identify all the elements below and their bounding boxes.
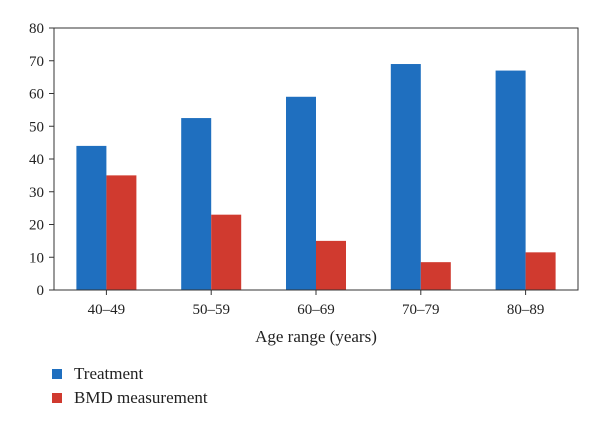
legend: Treatment BMD measurement [52,362,208,410]
x-tick-label: 40–49 [88,302,126,318]
y-tick-label: 40 [29,152,44,168]
legend-label-bmd-measurement: BMD measurement [74,388,208,407]
y-tick-label: 10 [29,250,44,266]
legend-label-treatment: Treatment [74,364,144,383]
plot-frame [53,27,579,291]
legend-swatch-bmd-measurement [52,393,62,403]
legend-swatch-treatment [52,369,62,379]
x-tick-label: 60–69 [297,302,335,318]
x-axis-ticks: 40–49 50–59 60–69 70–79 80–89 [88,290,545,318]
bar-bmd-measurement-1 [211,214,242,290]
bar-treatment-2 [286,96,316,291]
y-tick-label: 60 [29,87,44,103]
x-tick-label: 80–89 [507,302,545,318]
x-tick-label: 50–59 [192,302,230,318]
y-tick-label: 70 [29,54,44,70]
bar-treatment-1 [181,118,212,290]
legend-item-treatment: Treatment [52,362,208,386]
bar-treatment-3 [390,64,421,291]
legend-item-bmd-measurement: BMD measurement [52,386,208,410]
bar-bmd-measurement-4 [525,252,556,290]
bar-treatment-0 [76,145,107,290]
bar-treatment-4 [495,70,526,290]
bars [76,64,556,291]
y-tick-label: 80 [29,21,44,37]
y-tick-label: 50 [29,119,44,135]
y-tick-label: 0 [37,283,45,299]
y-tick-label: 30 [29,185,44,201]
x-axis-label: Age range (years) [255,327,377,346]
y-tick-label: 20 [29,218,44,234]
x-tick-label: 70–79 [402,302,440,318]
y-axis-ticks: 0 10 20 30 40 50 60 70 80 [29,21,54,299]
bar-bmd-measurement-2 [316,240,346,290]
bar-bmd-measurement-0 [106,175,137,290]
bar-bmd-measurement-3 [420,262,451,290]
bar-chart: 0 10 20 30 40 50 60 70 80 40–49 50–59 60–69 70–79 80… [29,21,579,346]
